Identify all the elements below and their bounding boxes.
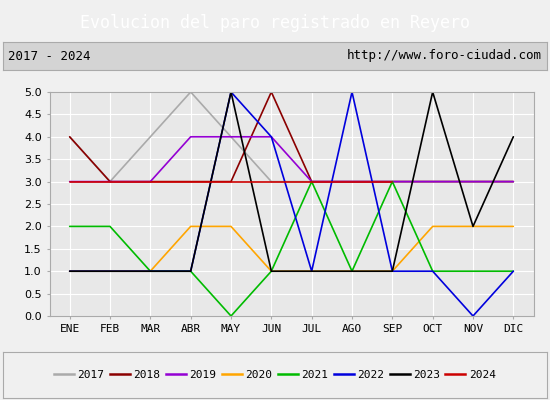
Text: Evolucion del paro registrado en Reyero: Evolucion del paro registrado en Reyero <box>80 14 470 32</box>
Text: 2017 - 2024: 2017 - 2024 <box>8 50 91 62</box>
Legend: 2017, 2018, 2019, 2020, 2021, 2022, 2023, 2024: 2017, 2018, 2019, 2020, 2021, 2022, 2023… <box>51 367 499 383</box>
Text: http://www.foro-ciudad.com: http://www.foro-ciudad.com <box>347 50 542 62</box>
